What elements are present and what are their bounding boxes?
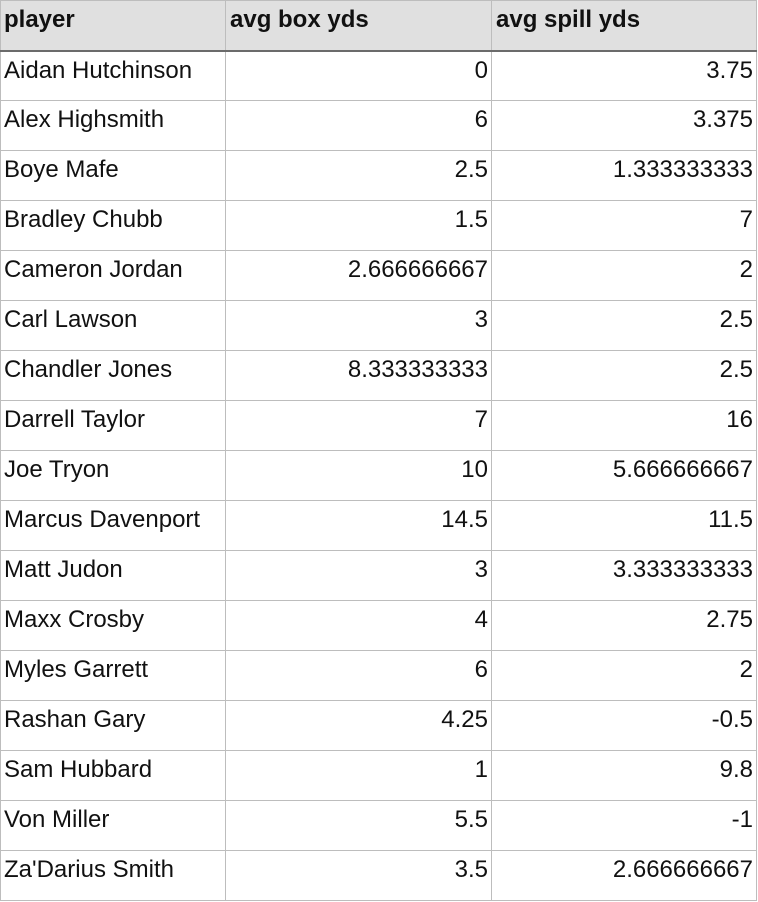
player-cell[interactable]: Aidan Hutchinson — [0, 50, 226, 101]
player-cell[interactable]: Myles Garrett — [0, 650, 226, 701]
player-cell[interactable]: Matt Judon — [0, 550, 226, 601]
avg-box-yds-cell[interactable]: 7 — [225, 400, 492, 451]
table-row: Darrell Taylor 7 16 — [0, 400, 757, 451]
table-row: Matt Judon 3 3.333333333 — [0, 550, 757, 601]
table-row: Alex Highsmith 6 3.375 — [0, 100, 757, 151]
table-row: Marcus Davenport 14.5 11.5 — [0, 500, 757, 551]
table-row: Myles Garrett 6 2 — [0, 650, 757, 701]
table-row: Bradley Chubb 1.5 7 — [0, 200, 757, 251]
table-row: Carl Lawson 3 2.5 — [0, 300, 757, 351]
table-row: Rashan Gary 4.25 -0.5 — [0, 700, 757, 751]
table-row: Maxx Crosby 4 2.75 — [0, 600, 757, 651]
avg-box-yds-cell[interactable]: 1.5 — [225, 200, 492, 251]
avg-spill-yds-cell[interactable]: 2.75 — [491, 600, 757, 651]
player-cell[interactable]: Carl Lawson — [0, 300, 226, 351]
avg-spill-yds-cell[interactable]: 7 — [491, 200, 757, 251]
avg-box-yds-cell[interactable]: 3.5 — [225, 850, 492, 901]
header-cell-avg-spill-yds[interactable]: avg spill yds — [491, 0, 757, 52]
avg-box-yds-cell[interactable]: 6 — [225, 650, 492, 701]
player-cell[interactable]: Marcus Davenport — [0, 500, 226, 551]
avg-box-yds-cell[interactable]: 2.666666667 — [225, 250, 492, 301]
table-row: Za'Darius Smith 3.5 2.666666667 — [0, 850, 757, 901]
avg-box-yds-cell[interactable]: 2.5 — [225, 150, 492, 201]
avg-box-yds-cell[interactable]: 0 — [225, 50, 492, 101]
avg-spill-yds-cell[interactable]: 2 — [491, 250, 757, 301]
table-row: Sam Hubbard 1 9.8 — [0, 750, 757, 801]
player-cell[interactable]: Rashan Gary — [0, 700, 226, 751]
avg-spill-yds-cell[interactable]: 5.666666667 — [491, 450, 757, 501]
player-cell[interactable]: Joe Tryon — [0, 450, 226, 501]
header-cell-player[interactable]: player — [0, 0, 226, 52]
player-cell[interactable]: Za'Darius Smith — [0, 850, 226, 901]
player-cell[interactable]: Von Miller — [0, 800, 226, 851]
avg-box-yds-cell[interactable]: 4.25 — [225, 700, 492, 751]
avg-spill-yds-cell[interactable]: 2.5 — [491, 350, 757, 401]
header-cell-avg-box-yds[interactable]: avg box yds — [225, 0, 492, 52]
avg-box-yds-cell[interactable]: 6 — [225, 100, 492, 151]
avg-spill-yds-cell[interactable]: 9.8 — [491, 750, 757, 801]
player-cell[interactable]: Chandler Jones — [0, 350, 226, 401]
avg-box-yds-cell[interactable]: 3 — [225, 300, 492, 351]
avg-spill-yds-cell[interactable]: 3.333333333 — [491, 550, 757, 601]
avg-box-yds-cell[interactable]: 14.5 — [225, 500, 492, 551]
avg-spill-yds-cell[interactable]: 3.75 — [491, 50, 757, 101]
avg-box-yds-cell[interactable]: 5.5 — [225, 800, 492, 851]
table-body: Aidan Hutchinson 0 3.75 Alex Highsmith 6 3.37… — [0, 50, 757, 901]
avg-box-yds-cell[interactable]: 10 — [225, 450, 492, 501]
avg-spill-yds-cell[interactable]: 3.375 — [491, 100, 757, 151]
avg-spill-yds-cell[interactable]: 16 — [491, 400, 757, 451]
header-row: player avg box yds avg spill yds — [0, 0, 757, 52]
player-cell[interactable]: Maxx Crosby — [0, 600, 226, 651]
player-cell[interactable]: Alex Highsmith — [0, 100, 226, 151]
avg-spill-yds-cell[interactable]: -0.5 — [491, 700, 757, 751]
table-row: Von Miller 5.5 -1 — [0, 800, 757, 851]
avg-box-yds-cell[interactable]: 1 — [225, 750, 492, 801]
avg-spill-yds-cell[interactable]: 11.5 — [491, 500, 757, 551]
table-row: Boye Mafe 2.5 1.333333333 — [0, 150, 757, 201]
table-row: Chandler Jones 8.333333333 2.5 — [0, 350, 757, 401]
avg-box-yds-cell[interactable]: 4 — [225, 600, 492, 651]
table-row: Cameron Jordan 2.666666667 2 — [0, 250, 757, 301]
player-cell[interactable]: Sam Hubbard — [0, 750, 226, 801]
player-cell[interactable]: Bradley Chubb — [0, 200, 226, 251]
avg-spill-yds-cell[interactable]: 2 — [491, 650, 757, 701]
avg-spill-yds-cell[interactable]: 2.666666667 — [491, 850, 757, 901]
avg-spill-yds-cell[interactable]: 2.5 — [491, 300, 757, 351]
avg-box-yds-cell[interactable]: 3 — [225, 550, 492, 601]
table-row: Joe Tryon 10 5.666666667 — [0, 450, 757, 501]
avg-spill-yds-cell[interactable]: -1 — [491, 800, 757, 851]
avg-box-yds-cell[interactable]: 8.333333333 — [225, 350, 492, 401]
table-row: Aidan Hutchinson 0 3.75 — [0, 50, 757, 101]
player-cell[interactable]: Cameron Jordan — [0, 250, 226, 301]
avg-spill-yds-cell[interactable]: 1.333333333 — [491, 150, 757, 201]
player-cell[interactable]: Boye Mafe — [0, 150, 226, 201]
player-cell[interactable]: Darrell Taylor — [0, 400, 226, 451]
